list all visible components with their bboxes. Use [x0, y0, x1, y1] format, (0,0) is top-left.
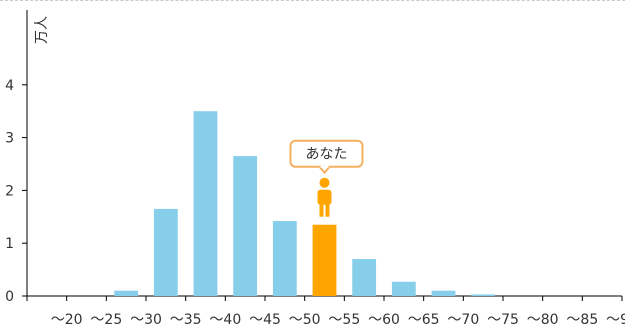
x-tick-label: ～35 — [170, 312, 202, 328]
bar — [153, 208, 178, 296]
bar — [114, 290, 139, 296]
x-tick-label: ～65 — [408, 312, 440, 328]
x-tick-label: ～30 — [130, 312, 162, 328]
bars — [114, 111, 496, 296]
x-tick-label: ～25 — [90, 312, 122, 328]
x-tick-label: ～75 — [487, 312, 519, 328]
x-axis: ～20 ～25 ～30 ～35 ～40 ～45 ～50 ～55 ～60 ～65 ～70 ～75 ～80 ～… — [26, 295, 625, 328]
person-icon — [317, 177, 332, 217]
top-border — [0, 0, 625, 1]
bar — [233, 156, 258, 296]
highlight-marker: あなた — [289, 139, 364, 217]
y-axis: 0 1 2 3 4 — [5, 10, 28, 305]
x-tick-label: ～20 — [51, 312, 83, 328]
x-tick-label: ～70 — [447, 312, 479, 328]
x-tick-label: ～85 — [566, 312, 598, 328]
y-tick-label: 4 — [5, 78, 14, 94]
you-callout: あなた — [289, 139, 364, 175]
bar — [471, 294, 496, 296]
bar — [272, 221, 297, 296]
y-tick-label: 1 — [5, 236, 14, 252]
y-axis-label-text: 万人 — [34, 16, 50, 44]
x-tick-label: ～40 — [209, 312, 241, 328]
bar — [352, 259, 377, 296]
y-axis-label: 万人 — [34, 16, 50, 44]
x-tick-label: ～50 — [289, 312, 321, 328]
bar-highlight — [312, 224, 337, 296]
x-tick-label: ～80 — [527, 312, 559, 328]
y-tick-label: 0 — [5, 289, 14, 305]
bar — [193, 111, 218, 296]
y-tick-label: 2 — [5, 183, 14, 199]
x-tick-label: ～55 — [328, 312, 360, 328]
x-tick-label: ～90 — [606, 312, 625, 328]
bar — [391, 281, 416, 296]
y-tick-label: 3 — [5, 131, 14, 147]
you-callout-label: あなた — [306, 147, 348, 163]
x-tick-label: ～45 — [249, 312, 281, 328]
x-tick-label: ～60 — [368, 312, 400, 328]
bar — [431, 290, 456, 296]
